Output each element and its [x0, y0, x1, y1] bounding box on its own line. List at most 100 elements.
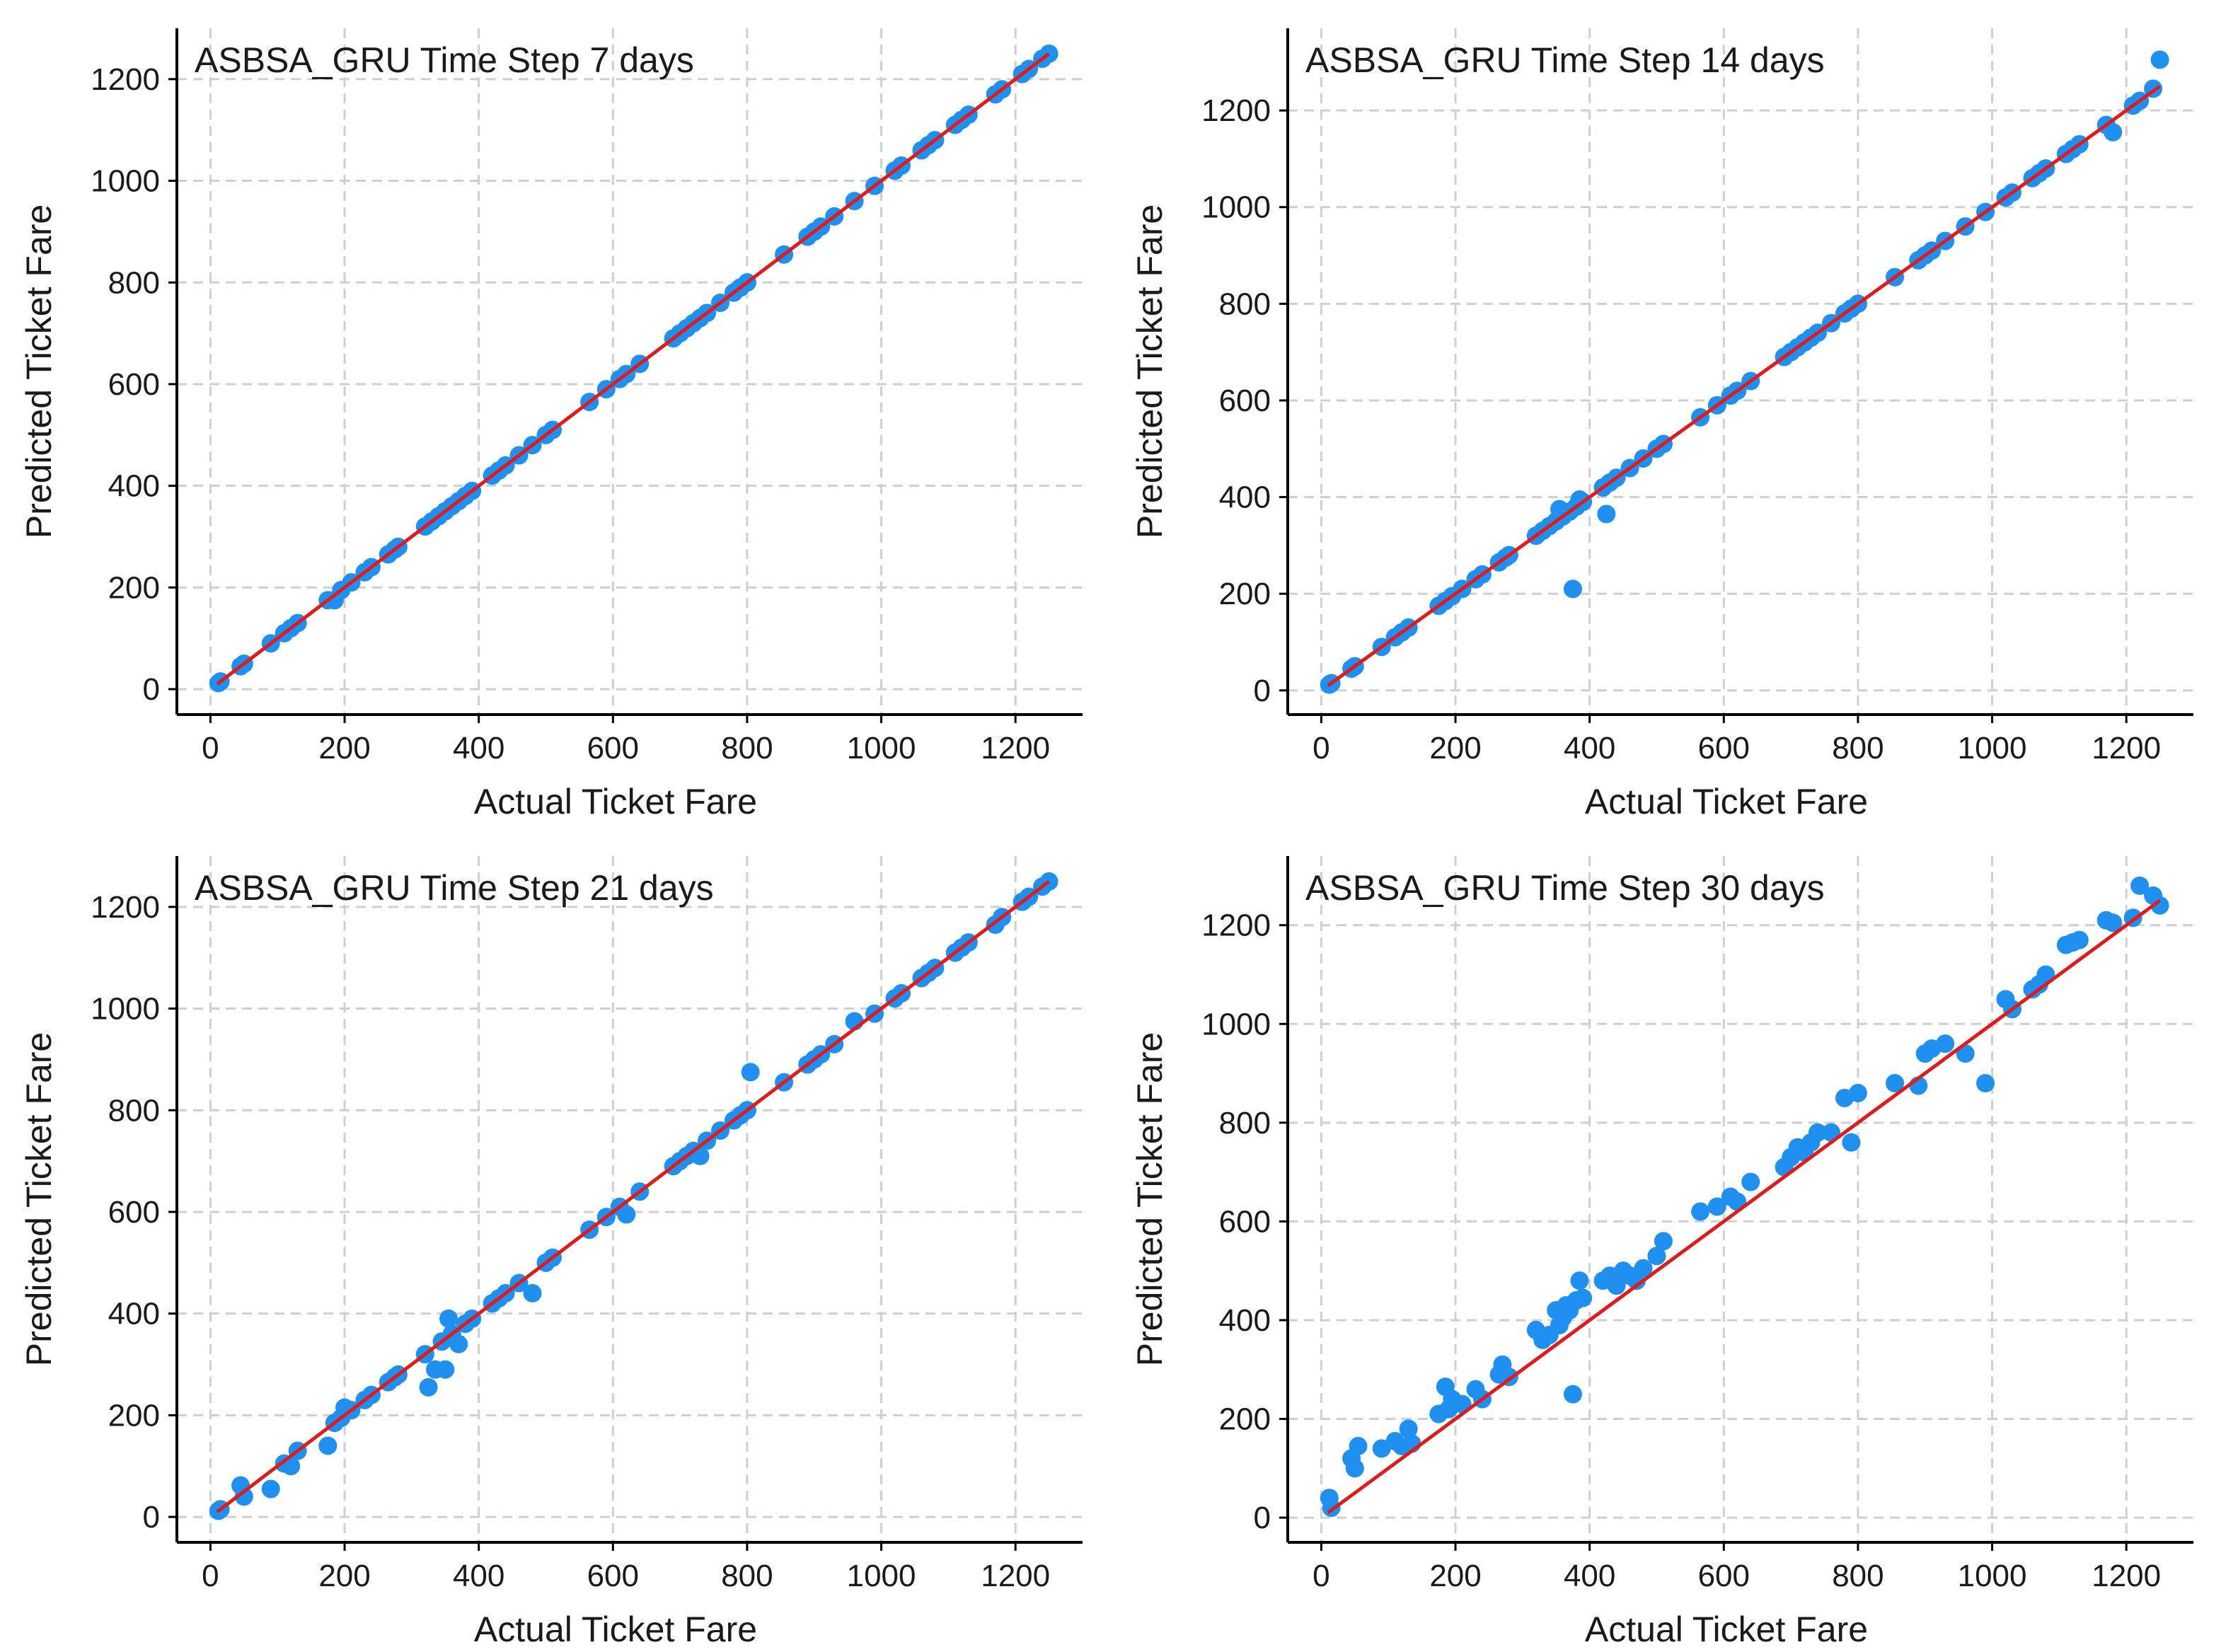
scatter-point: [1741, 1172, 1760, 1191]
x-tick-label: 200: [1429, 731, 1481, 766]
x-tick-label: 0: [1313, 1559, 1329, 1593]
scatter-point: [1647, 1247, 1666, 1266]
identity-line: [216, 52, 1051, 686]
y-tick-label: 0: [1254, 1501, 1271, 1535]
scatter-point: [1808, 1123, 1828, 1142]
y-tick-label: 600: [108, 1195, 160, 1230]
y-tick-label: 1200: [91, 62, 160, 97]
x-tick-label: 1000: [1958, 1559, 2027, 1593]
scatter-point: [1574, 1288, 1593, 1307]
x-axis-label: Actual Ticket Fare: [1585, 782, 1868, 821]
y-tick-label: 600: [1219, 383, 1271, 418]
panel-14-days: 0 200 400 600 800 1000 1200 0 200 400 600 800 1000 12…: [1130, 28, 2193, 821]
y-tick-label: 1000: [91, 164, 160, 199]
y-tick-label: 1000: [91, 992, 160, 1027]
y-tick-label: 800: [108, 1093, 160, 1128]
scatter-point: [2150, 50, 2169, 69]
y-tick-label: 0: [1254, 674, 1271, 708]
scatter-point: [1349, 1436, 1368, 1455]
y-tick-label: 400: [108, 469, 160, 504]
x-axis-label: Actual Ticket Fare: [1585, 1610, 1868, 1649]
y-tick-label: 200: [108, 570, 160, 605]
scatter-point: [523, 1283, 542, 1302]
y-tick-label: 800: [1219, 287, 1271, 321]
scatter-point: [1886, 1074, 1905, 1093]
y-tick-label: 200: [1219, 1402, 1271, 1437]
x-tick-label: 0: [202, 731, 219, 766]
scatter-point: [2130, 876, 2150, 895]
x-tick-label: 1000: [847, 1559, 916, 1593]
x-tick-label: 1200: [981, 731, 1050, 766]
x-tick-label: 1000: [847, 731, 916, 766]
scatter-point: [1691, 1202, 1710, 1221]
scatter-point: [1563, 1385, 1582, 1404]
y-tick-label: 1000: [1201, 1007, 1271, 1041]
scatter-point: [2070, 930, 2089, 949]
scatter-point: [1322, 1498, 1341, 1518]
x-tick-label: 800: [721, 1559, 773, 1593]
y-axis-label: Predicted Ticket Fare: [1130, 1032, 1170, 1366]
x-tick-label: 600: [587, 731, 639, 766]
x-tick-label: 600: [587, 1559, 639, 1593]
x-tick-label: 800: [1832, 731, 1883, 766]
y-tick-label: 200: [108, 1398, 160, 1433]
scatter-point: [1563, 579, 1582, 599]
scatter-point: [1597, 504, 1616, 524]
scatter-point: [2104, 913, 2123, 932]
y-tick-label: 600: [108, 367, 160, 402]
x-tick-label: 600: [1698, 731, 1750, 766]
scatter-point: [617, 1205, 636, 1224]
y-tick-label: 400: [108, 1297, 160, 1332]
x-tick-label: 400: [453, 1559, 504, 1593]
scatter-point: [1372, 1439, 1391, 1458]
scatter-point: [439, 1309, 458, 1328]
scatter-point: [1707, 1197, 1726, 1216]
x-tick-label: 1200: [981, 1559, 1050, 1593]
y-tick-label: 1200: [1201, 908, 1271, 943]
scatter-point: [1842, 1133, 1861, 1152]
y-tick-label: 0: [143, 672, 160, 707]
scatter-point: [1607, 1276, 1626, 1295]
scatter-point: [1570, 1271, 1589, 1290]
x-tick-label: 1200: [2092, 731, 2161, 766]
y-axis-label: Predicted Ticket Fare: [19, 204, 59, 538]
x-tick-label: 400: [453, 731, 504, 766]
y-tick-label: 400: [1219, 480, 1271, 515]
y-tick-label: 800: [1219, 1106, 1271, 1140]
panel-title: ASBSA_GRU Time Step 14 days: [1305, 40, 1825, 80]
x-axis-label: Actual Ticket Fare: [474, 782, 757, 821]
scatter-point: [2150, 896, 2169, 915]
y-tick-label: 200: [1219, 577, 1271, 611]
identity-line: [1327, 84, 2162, 688]
scatter-point: [234, 1487, 253, 1506]
x-tick-label: 400: [1564, 1559, 1615, 1593]
scatter-point: [436, 1360, 455, 1379]
identity-line: [216, 879, 1051, 1513]
x-tick-label: 1200: [2092, 1559, 2161, 1593]
x-tick-label: 0: [202, 1559, 219, 1593]
scatter-point: [318, 1436, 338, 1455]
scatter-point: [419, 1377, 438, 1397]
y-tick-label: 1200: [91, 890, 160, 925]
panel-title: ASBSA_GRU Time Step 30 days: [1305, 868, 1825, 908]
panel-21-days: 0 200 400 600 800 1000 1200 0 200 400 600 800 1000 12…: [19, 856, 1083, 1649]
y-tick-label: 800: [108, 265, 160, 300]
x-tick-label: 0: [1313, 731, 1329, 766]
panel-title: ASBSA_GRU Time Step 21 days: [195, 868, 714, 908]
scatter-point: [1936, 1034, 1955, 1053]
y-tick-label: 1200: [1201, 93, 1271, 128]
scatter-point: [261, 1479, 280, 1498]
scatter-point: [1634, 1259, 1653, 1278]
x-tick-label: 1000: [1958, 731, 2027, 766]
y-tick-label: 1000: [1201, 190, 1271, 225]
scatter-point: [1654, 1232, 1673, 1251]
scatter-point: [1976, 1074, 1995, 1093]
x-tick-label: 200: [318, 731, 370, 766]
scatter-point: [741, 1063, 760, 1082]
x-tick-label: 800: [721, 731, 773, 766]
x-tick-label: 600: [1698, 1559, 1750, 1593]
x-tick-label: 200: [318, 1559, 370, 1593]
scatter-point: [1345, 1459, 1364, 1478]
y-tick-label: 600: [1219, 1204, 1271, 1239]
